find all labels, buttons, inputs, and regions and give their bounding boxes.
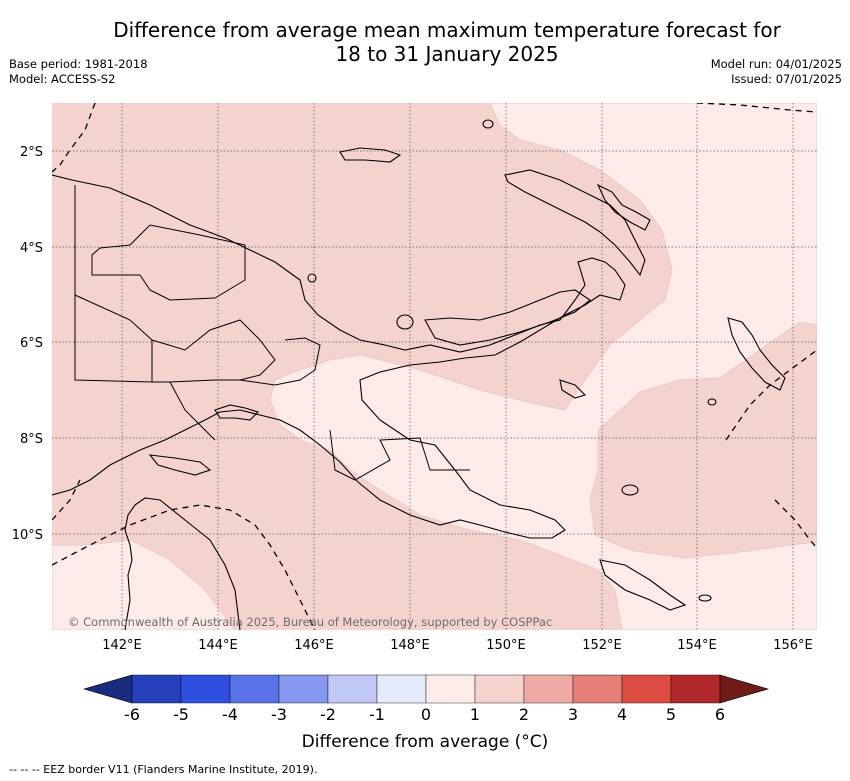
colorbar-label: Difference from average (°C)	[301, 732, 549, 752]
title-line-1: Difference from average mean maximum tem…	[113, 18, 781, 42]
colorbar-extend-low	[82, 674, 133, 704]
issued-date: Issued: 07/01/2025	[731, 72, 842, 86]
colorbar-tick: -1	[369, 705, 385, 724]
model-name: Model: ACCESS-S2	[9, 72, 116, 86]
colorbar-tick: 0	[421, 705, 431, 724]
anomaly-band-1-2-east	[589, 321, 817, 559]
meta-right: Model run: 04/01/2025 Issued: 07/01/2025	[711, 57, 842, 87]
eez-footnote: -- -- -- EEZ border V11 (Flanders Marine…	[9, 763, 318, 776]
lon-label: 146°E	[294, 638, 334, 653]
lon-label: 150°E	[486, 638, 526, 653]
colorbar-bin	[278, 674, 329, 704]
lat-label: 6°S	[20, 336, 43, 351]
colorbar-bin	[523, 674, 574, 704]
colorbar-tick: -3	[271, 705, 287, 724]
colorbar-bin	[621, 674, 672, 704]
longitude-labels: 142°E 144°E 146°E 148°E 150°E 152°E 154°…	[102, 638, 813, 653]
lon-label: 144°E	[198, 638, 238, 653]
colorbar-tick: 2	[519, 705, 529, 724]
colorbar-tick: -5	[173, 705, 189, 724]
eez-borders	[52, 103, 817, 630]
coastlines	[52, 119, 786, 630]
colorbar-bin	[180, 674, 231, 704]
latitude-labels: 2°S 4°S 6°S 8°S 10°S	[12, 145, 43, 543]
colorbar-bin	[131, 674, 182, 704]
colorbar-ticks: -6 -5 -4 -3 -2 -1 0 1 2 3 4 5 6	[124, 705, 725, 724]
lon-label: 142°E	[102, 638, 142, 653]
lon-label: 152°E	[582, 638, 622, 653]
colorbar-tick: 5	[666, 705, 676, 724]
lon-label: 148°E	[390, 638, 430, 653]
colorbar-tick: -2	[320, 705, 336, 724]
anomaly-band-0-1-southwest	[52, 539, 236, 630]
colorbar-tick: -6	[124, 705, 140, 724]
colorbar-bin	[229, 674, 280, 704]
lon-label: 154°E	[677, 638, 717, 653]
base-period: Base period: 1981-2018	[9, 57, 148, 71]
colorbar-extend-high	[719, 674, 770, 704]
lat-label: 10°S	[12, 528, 43, 543]
colorbar-bin	[572, 674, 623, 704]
meta-left: Base period: 1981-2018 Model: ACCESS-S2	[9, 57, 148, 87]
colorbar-bin	[425, 674, 476, 704]
lat-label: 4°S	[20, 241, 43, 256]
colorbar-tick: 4	[617, 705, 627, 724]
copyright-text: © Commonwealth of Australia 2025, Bureau…	[68, 615, 552, 629]
colorbar-tick: 1	[470, 705, 480, 724]
lat-label: 2°S	[20, 145, 43, 160]
borders	[74, 185, 470, 481]
graticule	[52, 103, 817, 630]
colorbar-tick: 6	[715, 705, 725, 724]
colorbar-tick: -4	[222, 705, 238, 724]
colorbar-bin	[474, 674, 525, 704]
colorbar	[82, 674, 770, 704]
map-plot-area	[52, 103, 817, 630]
colorbar-bin	[327, 674, 378, 704]
lat-label: 8°S	[20, 432, 43, 447]
map-title: Difference from average mean maximum tem…	[0, 18, 850, 66]
lon-label: 156°E	[773, 638, 813, 653]
colorbar-bin	[670, 674, 721, 704]
title-line-2: 18 to 31 January 2025	[335, 42, 559, 66]
colorbar-tick: 3	[568, 705, 578, 724]
colorbar-bin	[376, 674, 427, 704]
model-run: Model run: 04/01/2025	[710, 57, 842, 71]
